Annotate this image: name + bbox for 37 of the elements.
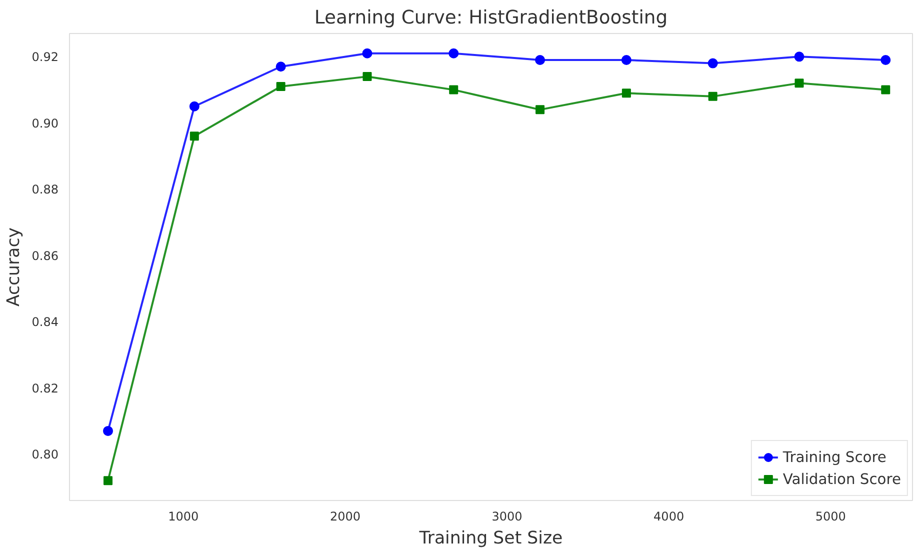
point	[536, 105, 545, 114]
legend-label: Training Score	[782, 448, 886, 466]
y-tick-label: 0.86	[32, 248, 58, 263]
point	[362, 48, 372, 58]
y-tick-label: 0.80	[32, 448, 58, 462]
point	[276, 82, 286, 91]
point	[103, 426, 114, 436]
x-tick-label: 3000	[492, 510, 522, 524]
point	[276, 62, 286, 72]
y-tick-label: 0.90	[32, 116, 58, 130]
point	[794, 52, 804, 62]
point	[708, 92, 718, 101]
y-tick-label: 0.82	[32, 381, 58, 396]
point	[621, 55, 632, 65]
chart-title: Learning Curve: HistGradientBoosting	[314, 8, 668, 28]
y-axis-title: Accuracy	[4, 227, 24, 307]
point	[190, 132, 199, 141]
point	[448, 48, 459, 58]
x-tick-label: 2000	[330, 510, 360, 524]
point	[622, 88, 631, 98]
point	[104, 476, 113, 486]
point	[708, 58, 718, 68]
y-tick-label: 0.88	[32, 182, 58, 197]
point	[189, 101, 200, 112]
point	[535, 55, 546, 65]
legend-label: Validation Score	[782, 470, 901, 488]
point	[881, 85, 890, 94]
x-tick-label: 1000	[168, 510, 199, 524]
point	[362, 72, 372, 82]
y-tick-label: 0.84	[32, 315, 58, 330]
x-axis-title: Training Set Size	[418, 528, 563, 548]
point	[794, 78, 804, 88]
point	[449, 85, 458, 94]
x-tick-label: 4000	[654, 510, 684, 524]
x-tick-label: 5000	[815, 510, 846, 524]
y-tick-label: 0.92	[32, 50, 58, 64]
point	[880, 55, 891, 65]
